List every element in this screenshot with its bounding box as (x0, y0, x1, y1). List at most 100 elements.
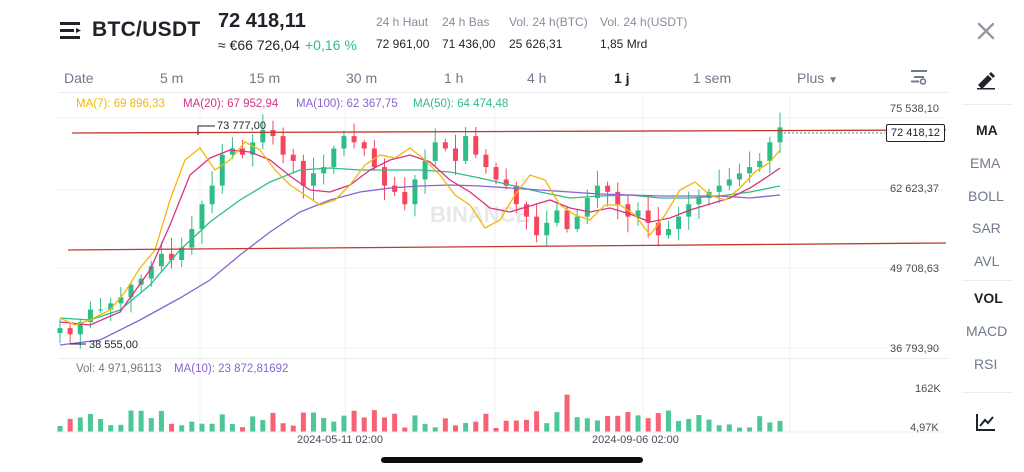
volume-axis-label: 4,97K (910, 422, 939, 434)
volume-bar (412, 415, 418, 432)
candle-body (574, 216, 580, 230)
candle-body (300, 160, 306, 186)
volume-bar (118, 424, 124, 432)
volume-bar (392, 413, 398, 432)
tab-more[interactable]: Plus ▼ (797, 70, 838, 86)
volume-bar (503, 420, 509, 432)
volume-bar (696, 415, 702, 432)
candle-body (483, 154, 489, 168)
chart-type-icon[interactable] (976, 413, 996, 431)
volume-bar (148, 418, 154, 432)
candle-body (250, 142, 256, 155)
volume-bar (574, 417, 580, 432)
candle-body (645, 210, 651, 223)
indicator-macd[interactable]: MACD (966, 323, 1008, 339)
volume-bar (67, 418, 73, 432)
price-change: +0,16 % (305, 37, 357, 53)
volume-bar (706, 419, 712, 432)
volume-bar (341, 415, 347, 432)
candle-body (361, 142, 367, 149)
volume-bar (676, 420, 682, 432)
candle-body (209, 185, 215, 205)
ma20-label: MA(20): 67 952,94 (183, 98, 279, 110)
draw-tool-icon[interactable] (975, 70, 997, 90)
volume-bar (300, 412, 306, 432)
tab-15m[interactable]: 15 m (249, 70, 281, 86)
price-axis-label: 62 623,37 (890, 183, 939, 195)
volume-bar (523, 419, 529, 432)
tab-1w[interactable]: 1 sem (693, 70, 732, 86)
candle-body (260, 129, 266, 143)
close-icon[interactable] (975, 20, 997, 42)
candle-body (676, 216, 682, 230)
indicator-boll[interactable]: BOLL (968, 188, 1004, 204)
divider (962, 280, 1012, 281)
volume-bar (169, 423, 175, 432)
volume-bar (534, 411, 540, 432)
volume-bar (158, 410, 164, 432)
indicator-ma[interactable]: MA (976, 122, 998, 138)
tab-30m[interactable]: 30 m (346, 70, 378, 86)
candle-body (544, 222, 550, 236)
candle-body (108, 303, 114, 310)
candle-body (615, 191, 621, 205)
candle-body (635, 210, 641, 217)
volume-bar (250, 416, 256, 432)
stat-value: 1,85 Mrd (600, 37, 648, 51)
more-label: Plus (797, 70, 825, 86)
volume-bar (57, 425, 63, 432)
home-indicator[interactable] (381, 457, 643, 463)
stat-value: 72 961,00 (376, 37, 430, 51)
candle-body (665, 229, 671, 236)
tab-date[interactable]: Date (64, 70, 94, 86)
candle-body (402, 191, 408, 205)
indicator-sar[interactable]: SAR (972, 220, 1001, 236)
volume-bar (351, 410, 357, 432)
ma50-label: MA(50): 64 474,48 (413, 98, 509, 110)
volume-bar (615, 415, 621, 432)
last-price: 72 418,11 (218, 10, 306, 32)
volume-bar (544, 423, 550, 432)
candle-body (351, 136, 357, 143)
chart-settings-icon[interactable] (911, 69, 929, 85)
tab-1d[interactable]: 1 j (614, 70, 630, 86)
volume-bar (767, 422, 773, 432)
volume-bar (686, 418, 692, 432)
volume-bar (179, 425, 185, 432)
candle-body (534, 216, 540, 236)
volume-bar (665, 410, 671, 432)
candle-body (554, 210, 560, 223)
price-chart[interactable]: BINANCE 73 777,00 38 555,00 (0, 0, 960, 472)
indicator-avl[interactable]: AVL (974, 253, 1000, 269)
volume-axis-label: 162K (915, 383, 941, 395)
candle-body (503, 179, 509, 186)
candle-body (452, 148, 458, 161)
menu-icon[interactable] (60, 22, 82, 40)
indicator-rsi[interactable]: RSI (974, 356, 998, 372)
volume-bar (199, 423, 205, 432)
volume-bar (625, 412, 631, 432)
candle-body (747, 167, 753, 174)
indicator-vol[interactable]: VOL (974, 290, 1003, 306)
candle-body (605, 185, 611, 192)
high-label: 73 777,00 (217, 120, 266, 132)
ma7-label: MA(7): 69 896,33 (76, 98, 165, 110)
pair-title[interactable]: BTC/USDT (92, 18, 201, 41)
candle-body (382, 167, 388, 186)
ma7-line (59, 141, 781, 326)
indicator-ema[interactable]: EMA (970, 155, 1001, 171)
tab-4h[interactable]: 4 h (527, 70, 547, 86)
volume-bar (219, 414, 225, 432)
caret-down-icon: ▼ (828, 75, 839, 86)
candle-body (564, 210, 570, 230)
support-line (67, 242, 947, 251)
stat-label: 24 h Haut (376, 15, 429, 29)
candle-body (77, 321, 83, 335)
divider (58, 92, 948, 93)
ma100-label: MA(100): 62 367,75 (296, 98, 398, 110)
stat-label: Vol. 24 h(BTC) (509, 15, 588, 29)
volume-bar (493, 427, 499, 432)
tab-5m[interactable]: 5 m (160, 70, 184, 86)
tab-1h[interactable]: 1 h (444, 70, 464, 86)
candle-body (270, 129, 276, 137)
